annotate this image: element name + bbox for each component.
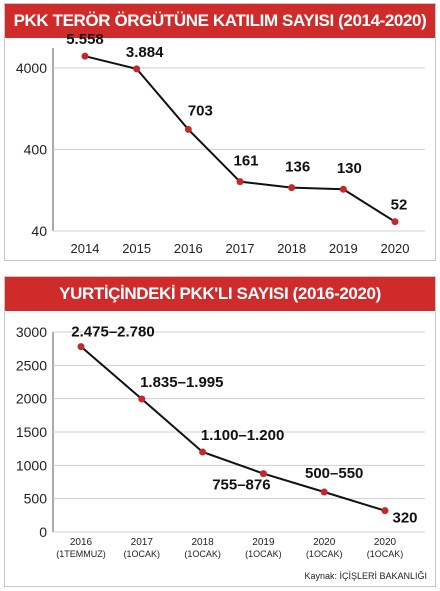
chart-title: YURTİÇİNDEKİ PKK'LI SAYISI (2016-2020): [5, 277, 435, 311]
data-label: 130: [337, 160, 362, 177]
chart-panel-katilim: PKK TERÖR ÖRGÜTÜNE KATILIM SAYISI (2014-…: [4, 3, 436, 261]
series-line: [80, 345, 386, 512]
data-point: [339, 185, 347, 193]
x-tick-note: (1OCAK): [245, 549, 282, 559]
data-label: 500–550: [305, 465, 363, 482]
x-tick-note: (1OCAK): [367, 549, 404, 559]
data-label: 2.475–2.780: [71, 324, 154, 341]
line-chart-katilim: 4000 400 40 2014 2015 2016 2017 2018 2019 2020 5.5…: [16, 31, 425, 256]
y-tick-label: 4000: [16, 60, 47, 76]
x-tick-label: 2018: [277, 241, 306, 256]
data-point: [133, 65, 141, 73]
y-tick-label: 0: [39, 524, 47, 540]
data-label: 3.884: [126, 44, 164, 61]
data-point: [381, 507, 389, 515]
data-label: 755–876: [212, 477, 270, 494]
y-tick-label: 40: [31, 223, 47, 239]
x-tick-note: (1TEMMUZ): [56, 549, 106, 559]
y-tick-label: 400: [24, 141, 48, 157]
x-tick-label: 2018: [191, 537, 214, 548]
x-tick-label: 2020: [381, 241, 410, 256]
data-label: 5.558: [66, 31, 104, 48]
x-tick-label: 2017: [131, 537, 154, 548]
data-point: [199, 448, 207, 456]
y-tick-label: 2000: [16, 391, 47, 407]
data-label: 1.835–1.995: [140, 374, 223, 391]
data-point: [391, 218, 399, 226]
x-tick-label: 2019: [252, 537, 275, 548]
data-point: [259, 470, 267, 478]
y-tick-label: 1000: [16, 457, 47, 473]
x-tick-label: 2019: [329, 241, 358, 256]
series-line: [84, 55, 396, 223]
source-note: Kaynak: İÇİŞLERİ BAKANLIĞI: [304, 571, 427, 581]
y-tick-label: 1500: [16, 424, 47, 440]
y-tick-label: 2500: [16, 357, 47, 373]
x-tick-note: (1OCAK): [306, 549, 343, 559]
x-tick-label: 2020: [313, 537, 336, 548]
x-tick-label: 2016: [174, 241, 203, 256]
data-point: [81, 52, 89, 60]
data-point: [77, 343, 85, 351]
data-point: [184, 125, 192, 133]
y-tick-label: 3000: [16, 324, 47, 340]
x-tick-label: 2016: [70, 537, 93, 548]
data-point: [138, 395, 146, 403]
chart-panel-yurtici: YURTİÇİNDEKİ PKK'LI SAYISI (2016-2020) 0…: [4, 276, 436, 587]
y-tick-label: 500: [24, 491, 48, 507]
data-point: [320, 488, 328, 496]
x-tick-note: (1OCAK): [124, 549, 161, 559]
data-label: 52: [391, 197, 408, 214]
data-point: [236, 178, 244, 186]
chart-title: PKK TERÖR ÖRGÜTÜNE KATILIM SAYISI (2014-…: [5, 4, 435, 38]
x-tick-note: (1OCAK): [184, 549, 221, 559]
data-point: [288, 184, 296, 192]
data-label: 136: [285, 159, 310, 176]
data-label: 161: [233, 153, 258, 170]
x-tick-label: 2015: [122, 241, 151, 256]
line-chart-yurtici: 0 500 1000 1500 2000 2500 3000 2016(1TEMMUZ) 201…: [16, 324, 425, 559]
x-tick-label: 2017: [226, 241, 255, 256]
data-label: 1.100–1.200: [201, 427, 284, 444]
data-label: 320: [392, 510, 417, 527]
data-label: 703: [188, 102, 213, 119]
x-tick-label: 2014: [71, 241, 100, 256]
x-tick-label: 2020: [374, 537, 397, 548]
